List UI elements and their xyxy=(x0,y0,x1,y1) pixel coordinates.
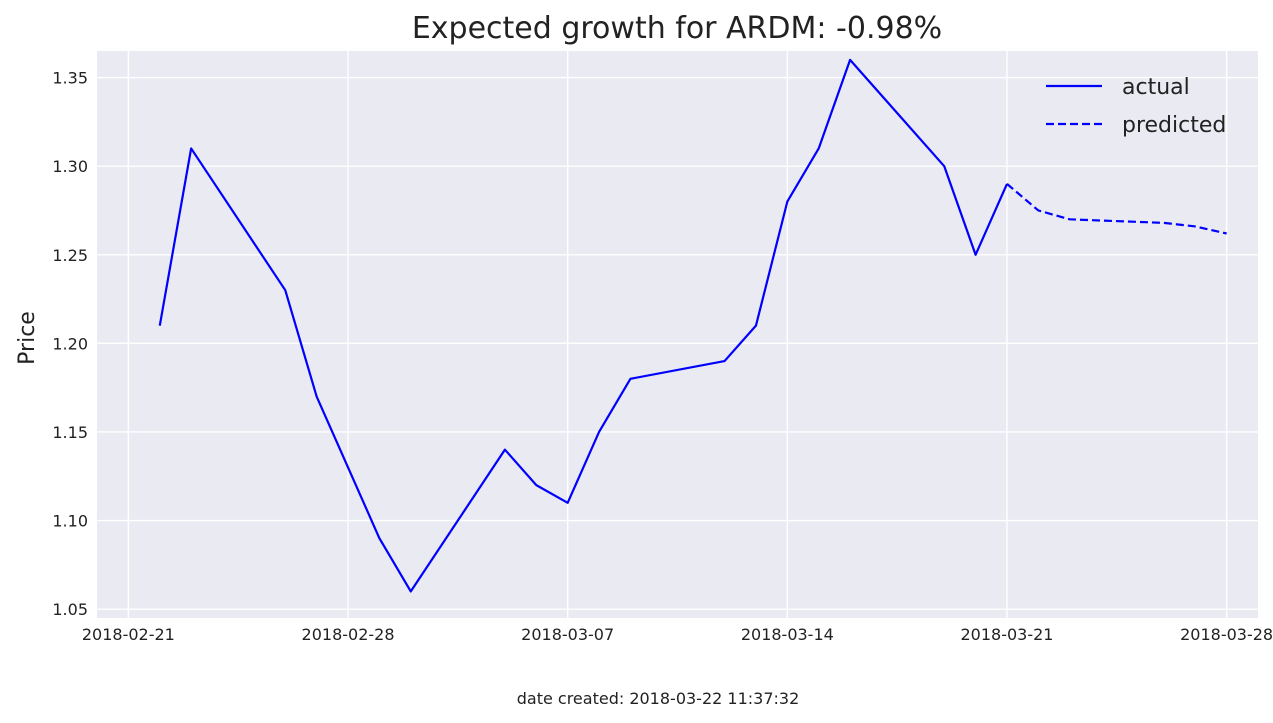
y-tick-label: 1.10 xyxy=(52,512,88,531)
chart-title: Expected growth for ARDM: -0.98% xyxy=(412,11,942,46)
footer-date-created: date created: 2018-03-22 11:37:32 xyxy=(517,689,800,708)
grid xyxy=(97,51,1258,618)
legend-predicted-label: predicted xyxy=(1122,113,1226,138)
plot-area xyxy=(97,51,1258,618)
y-tick-label: 1.05 xyxy=(52,600,88,619)
series-line-predicted xyxy=(1006,183,1227,235)
y-tick-label: 1.25 xyxy=(52,246,88,265)
y-axis-ticks: 1.05 1.10 1.15 1.20 1.25 1.30 1.35 xyxy=(52,69,88,620)
y-tick-label: 1.30 xyxy=(52,157,88,176)
x-tick-label: 2018-02-28 xyxy=(302,625,395,644)
x-axis-ticks: 2018-02-21 2018-02-28 2018-03-07 2018-03-14… xyxy=(82,625,1273,644)
y-tick-label: 1.20 xyxy=(52,334,88,353)
y-tick-label: 1.35 xyxy=(52,69,88,88)
x-tick-label: 2018-03-07 xyxy=(521,625,614,644)
legend-actual-label: actual xyxy=(1122,75,1190,100)
series-lines xyxy=(158,58,1227,593)
series-line-actual xyxy=(158,58,1008,593)
x-tick-label: 2018-03-28 xyxy=(1180,625,1273,644)
legend: actual predicted xyxy=(1046,75,1226,138)
y-axis-label: Price xyxy=(15,311,40,365)
x-tick-label: 2018-02-21 xyxy=(82,625,175,644)
y-tick-label: 1.15 xyxy=(52,423,88,442)
x-tick-label: 2018-03-21 xyxy=(960,625,1053,644)
x-tick-label: 2018-03-14 xyxy=(741,625,834,644)
